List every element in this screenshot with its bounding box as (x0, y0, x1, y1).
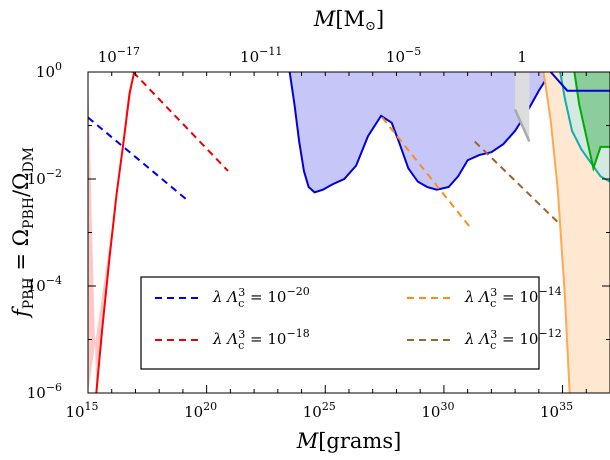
top-tick-label: 1 (517, 48, 527, 66)
y-tick-label: 10−2 (27, 167, 62, 188)
top-tick-label: 10−17 (98, 45, 140, 66)
teal-band-boundary (559, 72, 610, 183)
legend-label: λ Λc3 = 10−14 (464, 285, 562, 310)
blue-top-line-boundary (549, 72, 610, 92)
legend-label: λ Λc3 = 10−20 (212, 285, 310, 310)
x-tick-label: 1015 (65, 400, 98, 421)
series-line-3 (474, 140, 561, 226)
x-tick-label: 1035 (540, 400, 573, 421)
x-tick-label: 1020 (184, 400, 217, 421)
legend-label: λ Λc3 = 10−18 (212, 327, 310, 352)
top-tick-label: 10−5 (386, 45, 421, 66)
axis-ticks (87, 71, 610, 394)
x-axis-title: M[grams] (296, 429, 402, 453)
green-band-boundary (573, 72, 610, 173)
y-tick-label: 10−4 (27, 274, 62, 295)
series-lines (88, 72, 561, 228)
y-tick-label: 10−6 (27, 381, 62, 402)
legend-box (140, 276, 540, 370)
legend: λ Λc3 = 10−20 λ Λc3 = 10−18 λ Λc3 = 10−14 λ… (140, 276, 562, 370)
legend-label: λ Λc3 = 10−12 (464, 327, 562, 352)
constraint-regions (88, 72, 610, 393)
orange-band-boundary (542, 72, 571, 393)
x-tick-label: 1025 (303, 400, 336, 421)
evaporation-boundary (95, 72, 136, 393)
series-line-1 (132, 72, 229, 172)
gray-band-region (515, 72, 530, 142)
microlensing-region (289, 72, 551, 193)
top-tick-label: 10−11 (240, 45, 282, 66)
tick-labels: 1015 1020 1025 1030 1035 100 10−2 10−4 10−6 10−17… (27, 45, 573, 421)
y-tick-label: 100 (36, 60, 62, 81)
top-axis-title: M[M⊙] (313, 7, 384, 34)
green-band-region (574, 72, 610, 393)
microlensing-boundary (288, 72, 552, 194)
x-tick-label: 1030 (421, 400, 454, 421)
y-axis-title: fPBH = ΩPBH/ΩDM (9, 147, 37, 319)
gray-band-boundary (513, 108, 531, 143)
series-line-0 (88, 116, 189, 202)
